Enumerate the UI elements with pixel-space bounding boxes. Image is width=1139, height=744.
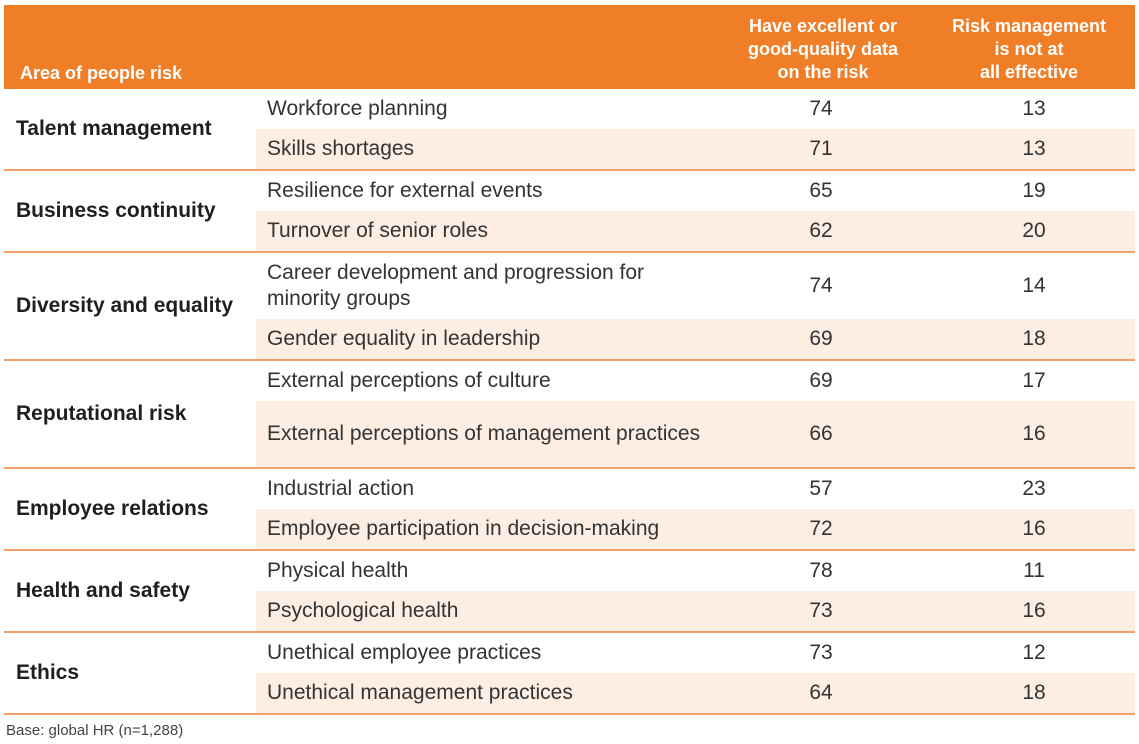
row-name: External perceptions of management pract… xyxy=(267,422,701,445)
table-row: Skills shortages 71 13 xyxy=(256,129,1135,169)
row-name: External perceptions of culture xyxy=(267,369,551,392)
row-risk-value: 23 xyxy=(1022,477,1046,500)
row-data-value: 74 xyxy=(809,274,833,297)
group-label: Employee relations xyxy=(16,497,209,520)
table-row: External perceptions of management pract… xyxy=(256,401,1135,467)
header-area: Area of people risk xyxy=(20,63,183,83)
group-employee-relations: Employee relations Industrial action 57 … xyxy=(4,469,1135,551)
row-risk-value: 13 xyxy=(1022,137,1046,160)
row-name: Turnover of senior roles xyxy=(267,219,488,242)
table-header: Area of people risk Have excellent or go… xyxy=(4,5,1135,89)
row-risk-value: 11 xyxy=(1023,559,1045,582)
group-label: Business continuity xyxy=(16,199,216,222)
row-risk-value: 14 xyxy=(1022,274,1046,297)
group-label: Ethics xyxy=(16,661,80,684)
row-name: Career development and progression for m… xyxy=(267,261,645,310)
row-name: Psychological health xyxy=(267,599,459,622)
row-risk-value: 18 xyxy=(1022,681,1046,704)
base-note: Base: global HR (n=1,288) xyxy=(6,722,184,739)
row-data-value: 64 xyxy=(809,681,833,704)
row-data-value: 78 xyxy=(809,559,833,582)
row-risk-value: 18 xyxy=(1022,327,1046,350)
row-data-value: 73 xyxy=(809,641,833,664)
table-row: Gender equality in leadership 69 18 xyxy=(256,319,1135,359)
group-business-continuity: Business continuity Resilience for exter… xyxy=(4,171,1135,253)
table-row: Unethical management practices 64 18 xyxy=(256,673,1135,713)
row-risk-value: 16 xyxy=(1022,599,1046,622)
row-name: Physical health xyxy=(267,559,409,582)
row-data-value: 62 xyxy=(809,219,833,242)
row-name: Unethical employee practices xyxy=(267,641,542,664)
row-risk-value: 13 xyxy=(1022,97,1046,120)
row-data-value: 57 xyxy=(809,477,833,500)
group-diversity-equality: Diversity and equality Career developmen… xyxy=(4,253,1135,361)
row-risk-value: 20 xyxy=(1022,219,1046,242)
row-data-value: 71 xyxy=(809,137,833,160)
table-row: Physical health 78 11 xyxy=(256,551,1135,591)
table-row: Psychological health 73 16 xyxy=(256,591,1135,631)
group-reputational-risk: Reputational risk External perceptions o… xyxy=(4,361,1135,469)
group-label: Health and safety xyxy=(16,579,190,602)
row-name: Unethical management practices xyxy=(267,681,573,704)
row-risk-value: 16 xyxy=(1022,422,1046,445)
row-name: Employee participation in decision-makin… xyxy=(267,517,660,540)
table-row: Employee participation in decision-makin… xyxy=(256,509,1135,549)
table-row: Career development and progression for m… xyxy=(256,253,1135,319)
table-row: Turnover of senior roles 62 20 xyxy=(256,211,1135,251)
row-data-value: 73 xyxy=(809,599,833,622)
row-data-value: 72 xyxy=(809,517,833,540)
group-talent-management: Talent management Workforce planning 74 … xyxy=(4,89,1135,171)
header-data-quality: Have excellent or good-quality data on t… xyxy=(748,16,898,82)
table-row: Unethical employee practices 73 12 xyxy=(256,633,1135,673)
group-label: Reputational risk xyxy=(16,402,187,425)
table-row: Workforce planning 74 13 xyxy=(256,89,1135,129)
group-label: Talent management xyxy=(16,117,212,140)
group-label: Diversity and equality xyxy=(16,294,234,317)
row-data-value: 74 xyxy=(809,97,833,120)
group-health-safety: Health and safety Physical health 78 11 … xyxy=(4,551,1135,633)
row-name: Gender equality in leadership xyxy=(267,327,541,350)
row-name: Workforce planning xyxy=(267,97,448,120)
row-data-value: 66 xyxy=(809,422,833,445)
group-ethics: Ethics Unethical employee practices 73 1… xyxy=(4,633,1135,715)
row-data-value: 65 xyxy=(809,179,833,202)
table-row: External perceptions of culture 69 17 xyxy=(256,361,1135,401)
row-name: Resilience for external events xyxy=(267,179,543,202)
header-risk-effectiveness: Risk management is not at all effective xyxy=(951,16,1107,82)
row-name: Industrial action xyxy=(267,477,415,500)
row-risk-value: 16 xyxy=(1022,517,1046,540)
table-row: Resilience for external events 65 19 xyxy=(256,171,1135,211)
row-name: Skills shortages xyxy=(267,137,415,160)
row-data-value: 69 xyxy=(809,327,833,350)
row-data-value: 69 xyxy=(809,369,833,392)
row-risk-value: 17 xyxy=(1022,369,1046,392)
table-row: Industrial action 57 23 xyxy=(256,469,1135,509)
row-risk-value: 19 xyxy=(1022,179,1046,202)
row-risk-value: 12 xyxy=(1022,641,1046,664)
